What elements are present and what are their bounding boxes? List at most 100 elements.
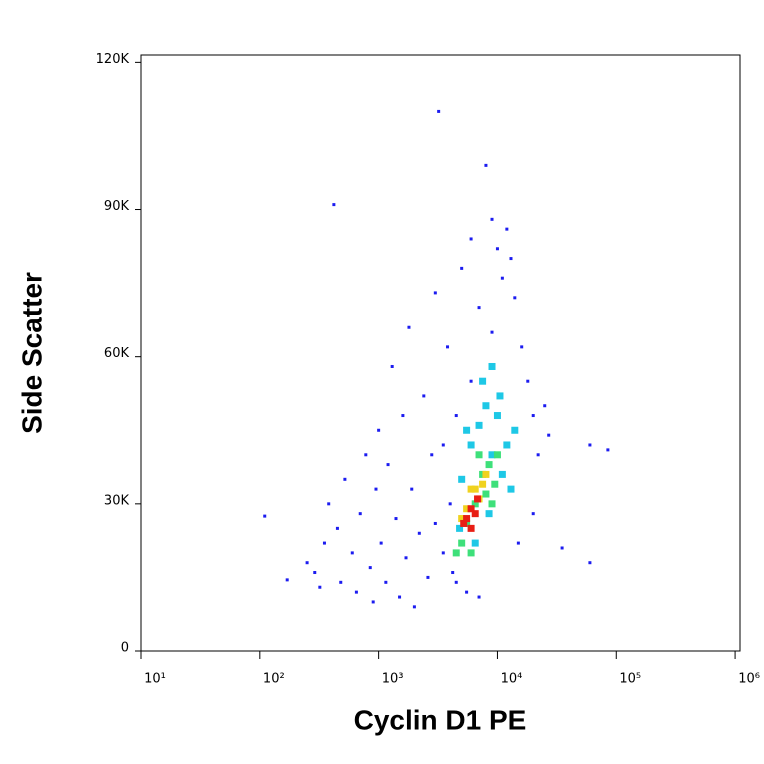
point	[458, 475, 466, 483]
point	[379, 541, 383, 545]
point	[469, 379, 473, 383]
point	[410, 487, 414, 491]
point	[520, 345, 524, 349]
point	[505, 227, 509, 231]
y-tick-label: 90K	[104, 199, 130, 214]
y-tick-label: 30K	[104, 493, 130, 508]
y-tick-label: 120K	[96, 52, 130, 67]
point	[503, 441, 511, 449]
point	[482, 470, 490, 478]
x-tick-label: 10⁵	[619, 672, 641, 687]
point	[467, 505, 475, 513]
point	[318, 585, 322, 589]
x-tick-label: 10³	[382, 672, 404, 687]
point	[339, 580, 343, 584]
point	[543, 404, 547, 408]
point	[454, 580, 458, 584]
point	[471, 485, 479, 493]
point	[401, 414, 405, 418]
point	[463, 505, 471, 513]
point	[374, 487, 378, 491]
point	[490, 217, 494, 221]
point	[417, 531, 421, 535]
point	[496, 392, 504, 400]
point	[588, 443, 592, 447]
point	[493, 451, 501, 459]
point	[332, 203, 336, 207]
point	[441, 551, 445, 555]
x-tick-label: 10¹	[144, 672, 166, 687]
point	[513, 296, 517, 300]
point	[526, 379, 530, 383]
point	[477, 306, 481, 310]
point	[313, 571, 317, 575]
point	[358, 512, 362, 516]
point	[588, 561, 592, 565]
point	[560, 546, 564, 550]
x-tick-label: 10⁴	[501, 672, 523, 687]
point	[327, 502, 331, 506]
point	[354, 590, 358, 594]
point	[531, 512, 535, 516]
point	[467, 524, 475, 532]
point	[463, 515, 471, 523]
point	[471, 510, 479, 518]
point	[469, 237, 473, 241]
point	[394, 517, 398, 521]
x-tick-label: 10⁶	[738, 672, 760, 687]
point	[350, 551, 354, 555]
point	[368, 566, 372, 570]
point	[364, 453, 368, 457]
point	[475, 451, 483, 459]
point	[371, 600, 375, 604]
point	[507, 485, 515, 493]
point	[460, 266, 464, 270]
x-axis-title: Cyclin D1 PE	[354, 704, 527, 735]
point	[467, 549, 475, 557]
point	[490, 330, 494, 334]
point	[452, 549, 460, 557]
point	[509, 257, 513, 261]
point	[488, 500, 496, 508]
point	[474, 495, 482, 503]
point	[426, 575, 430, 579]
point	[433, 291, 437, 295]
point	[479, 377, 487, 385]
point	[404, 556, 408, 560]
point	[441, 443, 445, 447]
point	[536, 453, 540, 457]
point	[460, 519, 468, 527]
point	[498, 470, 506, 478]
point	[488, 451, 496, 459]
point	[516, 541, 520, 545]
point	[322, 541, 326, 545]
point	[471, 500, 479, 508]
point	[285, 578, 289, 582]
point	[448, 502, 452, 506]
point	[433, 521, 437, 525]
point	[386, 463, 390, 467]
point	[390, 364, 394, 368]
point	[511, 426, 519, 434]
point	[493, 412, 501, 420]
point	[430, 453, 434, 457]
point	[467, 485, 475, 493]
point	[263, 514, 267, 518]
point	[412, 605, 416, 609]
point	[467, 441, 475, 449]
point	[446, 345, 450, 349]
point	[491, 480, 499, 488]
point	[451, 571, 455, 575]
point	[495, 247, 499, 251]
point	[422, 394, 426, 398]
point	[479, 480, 487, 488]
point	[377, 428, 381, 432]
point	[531, 414, 535, 418]
point	[482, 402, 490, 410]
point	[500, 276, 504, 280]
point	[458, 515, 466, 523]
point	[305, 561, 309, 565]
point	[547, 433, 551, 437]
point	[437, 109, 441, 113]
